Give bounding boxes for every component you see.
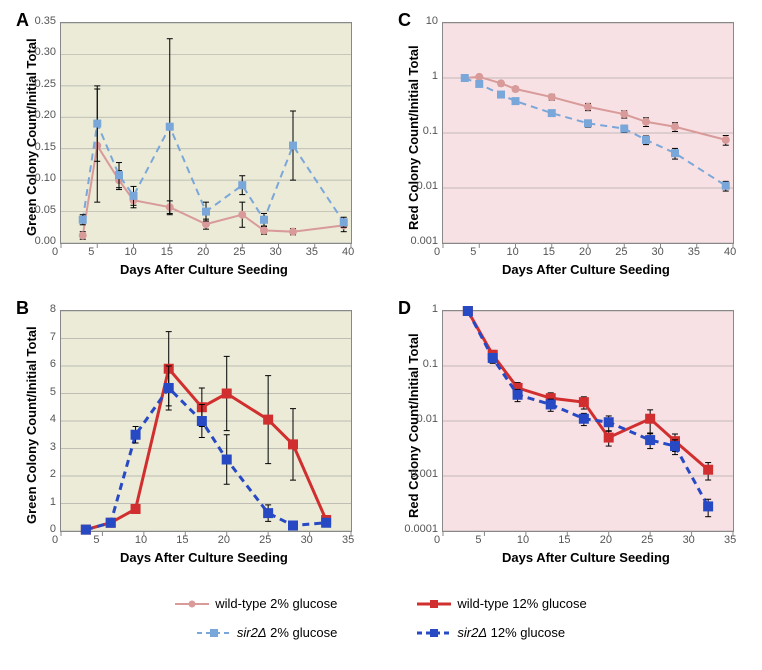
- y-tick-label: 2: [50, 468, 56, 480]
- y-tick-label: 4: [50, 413, 56, 425]
- x-tick-label: 30: [683, 534, 695, 546]
- x-tick-label: 10: [135, 534, 147, 546]
- x-tick-label: 5: [475, 534, 481, 546]
- x-tick-label: 10: [507, 246, 519, 258]
- x-tick-label: 20: [197, 246, 209, 258]
- x-tick-label: 15: [558, 534, 570, 546]
- legend-label-sir2: sir2Δ 2% glucose: [237, 625, 338, 640]
- x-tick-label: 20: [579, 246, 591, 258]
- y-tick-label: 1: [432, 70, 438, 82]
- chart-panel-c: [442, 22, 734, 244]
- y-tick-label: 0.15: [35, 141, 56, 153]
- x-tick-label: 10: [517, 534, 529, 546]
- y-tick-label: 0.1: [423, 358, 438, 370]
- legend-row-1: wild-type 2% glucose wild-type 12% gluco…: [0, 596, 762, 611]
- figure: A B C D Green Colony Count/Initial Total…: [0, 0, 762, 670]
- y-tick-label: 6: [50, 358, 56, 370]
- legend-swatch-sir2: [197, 626, 231, 640]
- y-tick-label: 0.1: [423, 125, 438, 137]
- legend-row-2: sir2Δ 2% glucose sir2Δ 12% glucose: [0, 625, 762, 640]
- y-tick-label: 1: [50, 496, 56, 508]
- x-tick-label: 5: [93, 534, 99, 546]
- x-tick-label: 5: [88, 246, 94, 258]
- legend-label-sir12: sir2Δ 12% glucose: [457, 625, 565, 640]
- legend-item-sir2: sir2Δ 2% glucose: [197, 625, 338, 640]
- x-tick-label: 15: [543, 246, 555, 258]
- y-tick-label: 7: [50, 331, 56, 343]
- chart-panel-a: [60, 22, 352, 244]
- y-tick-label: 3: [50, 441, 56, 453]
- x-tick-label: 25: [233, 246, 245, 258]
- y-tick-label: 0.05: [35, 204, 56, 216]
- panel-label-c: C: [398, 10, 411, 31]
- y-tick-label: 0.0001: [404, 523, 438, 535]
- x-tick-label: 0: [434, 534, 440, 546]
- x-tick-label: 15: [176, 534, 188, 546]
- y-tick-label: 0.20: [35, 109, 56, 121]
- x-tick-label: 10: [125, 246, 137, 258]
- legend-item-wt12: wild-type 12% glucose: [417, 596, 586, 611]
- legend-label-wt2: wild-type 2% glucose: [215, 596, 337, 611]
- x-tick-label: 0: [434, 246, 440, 258]
- x-tick-label: 25: [259, 534, 271, 546]
- legend-item-sir12: sir2Δ 12% glucose: [417, 625, 565, 640]
- y-axis-label-b: Green Colony Count/Initial Total: [24, 326, 39, 524]
- x-tick-label: 20: [600, 534, 612, 546]
- y-tick-label: 0.10: [35, 172, 56, 184]
- x-tick-label: 30: [301, 534, 313, 546]
- y-tick-label: 0.01: [417, 180, 438, 192]
- x-tick-label: 15: [161, 246, 173, 258]
- y-tick-label: 0.25: [35, 78, 56, 90]
- y-axis-label-d: Red Colony Count/Initial Total: [406, 333, 421, 518]
- y-tick-label: 0.01: [417, 413, 438, 425]
- x-axis-label-b: Days After Culture Seeding: [120, 550, 288, 565]
- x-axis-label-c: Days After Culture Seeding: [502, 262, 670, 277]
- legend-swatch-sir12: [417, 626, 451, 640]
- x-tick-label: 20: [218, 534, 230, 546]
- panel-label-b: B: [16, 298, 29, 319]
- chart-panel-b: [60, 310, 352, 532]
- x-tick-label: 0: [52, 534, 58, 546]
- x-tick-label: 25: [641, 534, 653, 546]
- panel-label-d: D: [398, 298, 411, 319]
- legend-swatch-wt2: [175, 597, 209, 611]
- x-tick-label: 35: [342, 534, 354, 546]
- y-tick-label: 10: [426, 15, 438, 27]
- legend-label-wt12: wild-type 12% glucose: [457, 596, 586, 611]
- x-axis-label-a: Days After Culture Seeding: [120, 262, 288, 277]
- x-tick-label: 30: [270, 246, 282, 258]
- y-tick-label: 0.35: [35, 15, 56, 27]
- y-tick-label: 5: [50, 386, 56, 398]
- x-tick-label: 35: [688, 246, 700, 258]
- x-axis-label-d: Days After Culture Seeding: [502, 550, 670, 565]
- y-tick-label: 0.30: [35, 46, 56, 58]
- panel-label-a: A: [16, 10, 29, 31]
- y-tick-label: 1: [432, 303, 438, 315]
- legend: wild-type 2% glucose wild-type 12% gluco…: [0, 596, 762, 654]
- x-tick-label: 40: [342, 246, 354, 258]
- legend-swatch-wt12: [417, 597, 451, 611]
- x-tick-label: 35: [306, 246, 318, 258]
- x-tick-label: 30: [652, 246, 664, 258]
- y-axis-label-c: Red Colony Count/Initial Total: [406, 45, 421, 230]
- chart-panel-d: [442, 310, 734, 532]
- x-tick-label: 5: [470, 246, 476, 258]
- x-tick-label: 35: [724, 534, 736, 546]
- x-tick-label: 40: [724, 246, 736, 258]
- x-tick-label: 0: [52, 246, 58, 258]
- legend-item-wt2: wild-type 2% glucose: [175, 596, 337, 611]
- y-tick-label: 0.001: [410, 468, 438, 480]
- x-tick-label: 25: [615, 246, 627, 258]
- y-tick-label: 8: [50, 303, 56, 315]
